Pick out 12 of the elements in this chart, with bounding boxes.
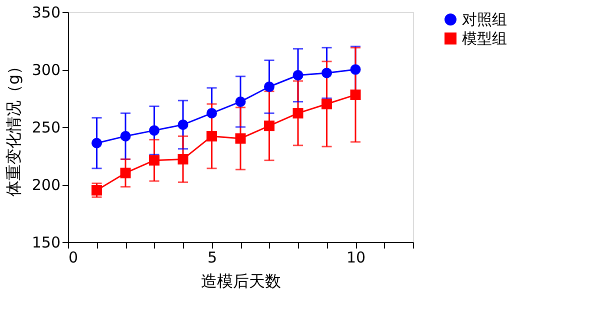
x-tick-label: 0 [68, 248, 78, 266]
y-tick-label: 150 [32, 234, 60, 252]
x-tick-label: 5 [207, 248, 218, 266]
x-tick-label: 10 [346, 248, 366, 266]
y-tick-label: 200 [32, 176, 60, 194]
x-axis-title: 造模后天数 [201, 272, 281, 290]
y-tick-label: 250 [32, 118, 60, 136]
legend-label: 模型组 [462, 30, 507, 48]
y-axis-title: 体重变化情况（g） [4, 58, 23, 197]
y-tick-label: 350 [32, 4, 60, 22]
legend-label: 对照组 [462, 10, 507, 28]
y-tick-label: 300 [32, 61, 60, 79]
